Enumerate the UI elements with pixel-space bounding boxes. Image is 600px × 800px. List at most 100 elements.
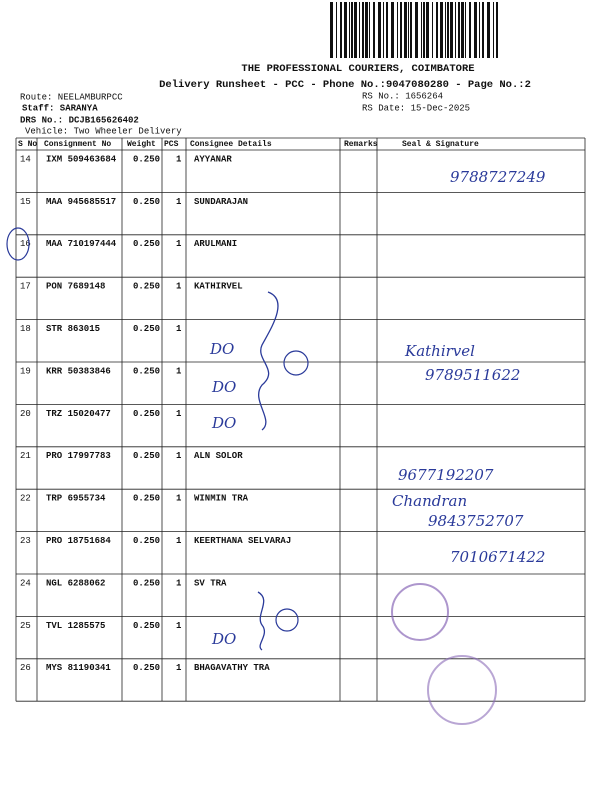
barcode-bar bbox=[493, 2, 494, 58]
column-header: Seal & Signature bbox=[402, 140, 479, 149]
barcode-bar bbox=[349, 2, 350, 58]
rs-date: RS Date: 15-Dec-2025 bbox=[362, 103, 470, 113]
barcode-bar bbox=[440, 2, 443, 58]
cell-consignment: TRP 6955734 bbox=[46, 494, 106, 504]
barcode-bar bbox=[397, 2, 398, 58]
barcode bbox=[330, 2, 498, 58]
cell-weight: 0.250 bbox=[133, 282, 160, 292]
handwritten-note: DO bbox=[211, 630, 236, 648]
cell-s-no: 14 bbox=[20, 154, 31, 164]
cell-weight: 0.250 bbox=[133, 154, 160, 164]
cell-weight: 0.250 bbox=[133, 366, 160, 376]
column-header: Consignment No bbox=[44, 140, 111, 149]
cell-consignee: WINMIN TRA bbox=[194, 494, 249, 504]
cell-weight: 0.250 bbox=[133, 324, 160, 334]
hand-brace bbox=[258, 291, 279, 431]
cell-pcs: 1 bbox=[176, 494, 182, 504]
cell-consignment: PRO 18751684 bbox=[46, 536, 111, 546]
barcode-bar bbox=[415, 2, 418, 58]
barcode-bar bbox=[465, 2, 466, 58]
barcode-bar bbox=[336, 2, 337, 58]
cell-weight: 0.250 bbox=[133, 621, 160, 631]
cell-weight: 0.250 bbox=[133, 239, 160, 249]
cell-s-no: 25 bbox=[20, 621, 31, 631]
cell-s-no: 19 bbox=[20, 366, 31, 376]
staff: Staff: SARANYA bbox=[22, 103, 98, 113]
column-header: Consignee Details bbox=[190, 140, 272, 149]
cell-pcs: 1 bbox=[176, 239, 182, 249]
cell-pcs: 1 bbox=[176, 621, 182, 631]
vehicle: Vehicle: Two Wheeler Delivery bbox=[25, 126, 182, 136]
handwritten-note: DO bbox=[211, 378, 236, 396]
cell-pcs: 1 bbox=[176, 324, 182, 334]
barcode-bar bbox=[344, 2, 347, 58]
barcode-bar bbox=[469, 2, 471, 58]
barcode-bar bbox=[373, 2, 375, 58]
column-header: Weight bbox=[127, 140, 156, 149]
barcode-bar bbox=[455, 2, 456, 58]
cell-consignment: IXM 509463684 bbox=[46, 154, 117, 164]
cell-s-no: 26 bbox=[20, 663, 31, 673]
barcode-bar bbox=[421, 2, 422, 58]
cell-weight: 0.250 bbox=[133, 451, 160, 461]
cell-pcs: 1 bbox=[176, 409, 182, 419]
cell-consignee: KEERTHANA SELVARAJ bbox=[194, 536, 291, 546]
drs-no: DRS No.: DCJB165626402 bbox=[20, 115, 139, 125]
barcode-bar bbox=[391, 2, 394, 58]
cell-pcs: 1 bbox=[176, 282, 182, 292]
barcode-bar bbox=[351, 2, 353, 58]
column-header: S No bbox=[18, 140, 37, 149]
handwritten-note: DO bbox=[209, 340, 234, 358]
cell-weight: 0.250 bbox=[133, 494, 160, 504]
cell-weight: 0.250 bbox=[133, 197, 160, 207]
barcode-bar bbox=[482, 2, 484, 58]
barcode-bar bbox=[426, 2, 429, 58]
cell-s-no: 23 bbox=[20, 536, 31, 546]
cell-pcs: 1 bbox=[176, 154, 182, 164]
column-header: PCS bbox=[164, 140, 179, 149]
cell-weight: 0.250 bbox=[133, 409, 160, 419]
handwritten-note: 7010671422 bbox=[450, 548, 545, 566]
route: Route: NEELAMBURPCC bbox=[20, 92, 123, 102]
barcode-bar bbox=[369, 2, 370, 58]
barcode-bar bbox=[408, 2, 409, 58]
cell-pcs: 1 bbox=[176, 197, 182, 207]
cell-consignment: MYS 81190341 bbox=[46, 663, 111, 673]
stamp bbox=[391, 583, 449, 641]
barcode-bar bbox=[432, 2, 433, 58]
cell-weight: 0.250 bbox=[133, 578, 160, 588]
barcode-bar bbox=[383, 2, 384, 58]
barcode-bar bbox=[404, 2, 407, 58]
barcode-bar bbox=[436, 2, 438, 58]
barcode-bar bbox=[450, 2, 453, 58]
column-header: Remarks bbox=[344, 140, 378, 149]
cell-consignment: MAA 710197444 bbox=[46, 239, 117, 249]
cell-s-no: 21 bbox=[20, 451, 31, 461]
hand-circle bbox=[275, 608, 299, 632]
cell-s-no: 18 bbox=[20, 324, 31, 334]
handwritten-note: 9788727249 bbox=[450, 168, 546, 186]
cell-consignment: NGL 6288062 bbox=[46, 578, 105, 588]
barcode-bar bbox=[362, 2, 364, 58]
cell-weight: 0.250 bbox=[133, 663, 160, 673]
cell-pcs: 1 bbox=[176, 366, 182, 376]
hand-brace bbox=[257, 591, 266, 651]
cell-pcs: 1 bbox=[176, 663, 182, 673]
cell-s-no: 17 bbox=[20, 282, 31, 292]
cell-s-no: 22 bbox=[20, 494, 31, 504]
handwritten-note: Kathirvel bbox=[404, 342, 475, 360]
table: S No Consignment No Weight PCS Consignee Det… bbox=[15, 137, 586, 702]
barcode-bar bbox=[378, 2, 381, 58]
handwritten-note: Chandran bbox=[392, 492, 467, 510]
cell-s-no: 20 bbox=[20, 409, 31, 419]
stamp bbox=[427, 655, 497, 725]
hand-circle bbox=[283, 350, 309, 376]
cell-consignment: TVL 1285575 bbox=[46, 621, 105, 631]
barcode-bar bbox=[354, 2, 357, 58]
cell-consignee: AYYANAR bbox=[194, 154, 232, 164]
barcode-bar bbox=[330, 2, 333, 58]
cell-consignee: SV TRA bbox=[194, 578, 227, 588]
barcode-bar bbox=[487, 2, 490, 58]
cell-weight: 0.250 bbox=[133, 536, 160, 546]
